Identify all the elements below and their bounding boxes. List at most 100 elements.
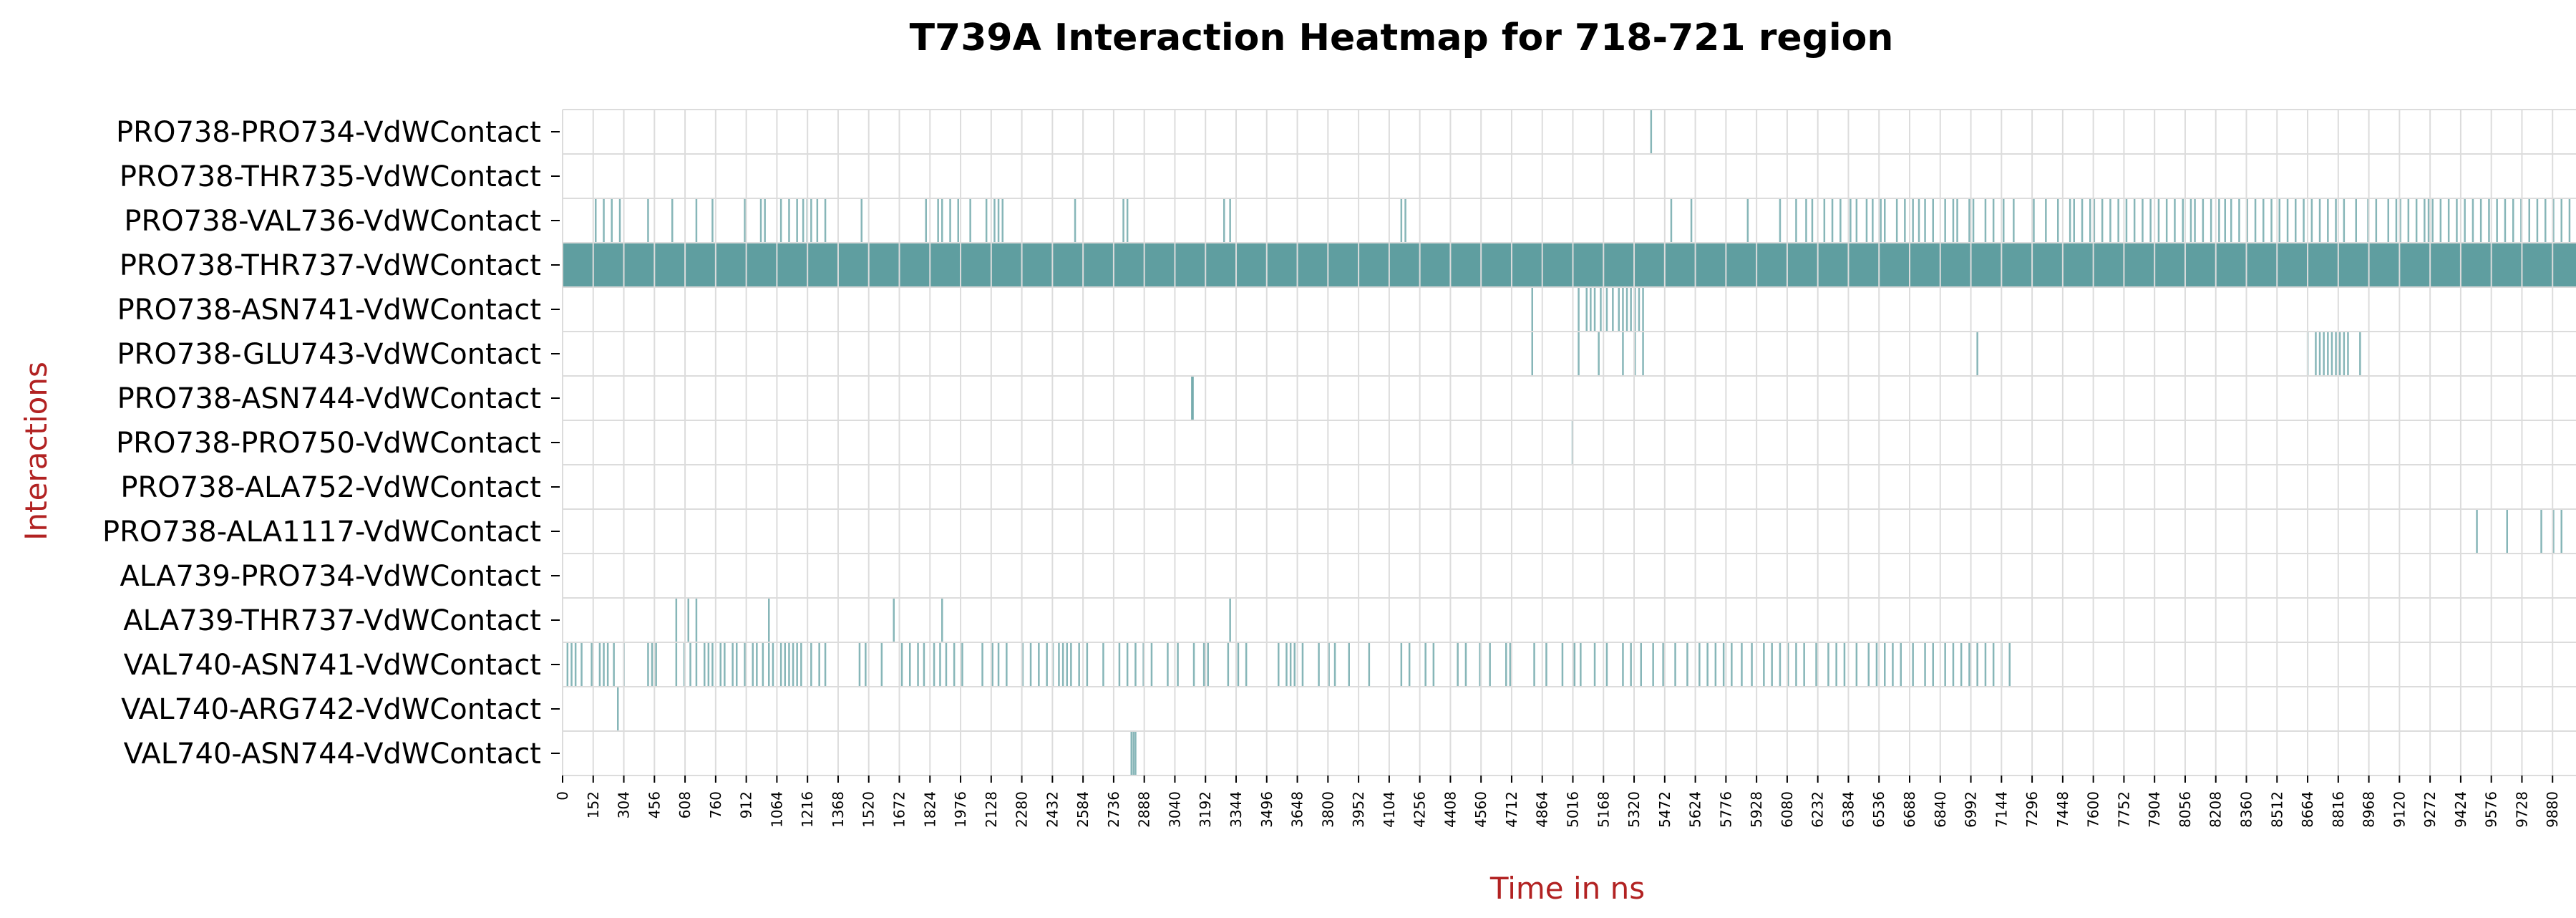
heatmap-cell	[2218, 199, 2220, 242]
heatmap-cell	[1918, 199, 1920, 242]
heatmap-cell	[961, 643, 963, 686]
heatmap-cell	[1029, 643, 1032, 686]
heatmap-cell	[2165, 199, 2168, 242]
heatmap-cell	[1328, 643, 1330, 686]
heatmap-cell	[2496, 199, 2498, 242]
heatmap-cell	[2399, 199, 2401, 242]
heatmap-cell	[1944, 199, 1946, 242]
x-tick-label: 4104	[1381, 791, 1398, 828]
x-tick-label: 912	[738, 791, 755, 818]
heatmap-cell	[2355, 199, 2357, 242]
heatmap-cell	[2424, 199, 2426, 242]
heatmap-cell	[1924, 199, 1926, 242]
heatmap-cell	[1593, 288, 1596, 331]
heatmap-cell	[1904, 199, 1906, 242]
heatmap-cell	[2347, 332, 2349, 375]
heatmap-cell	[2552, 199, 2555, 242]
heatmap-cell	[2073, 199, 2075, 242]
heatmap-cell	[1642, 288, 1644, 331]
heatmap-cell	[606, 643, 609, 686]
heatmap-cell	[1976, 643, 1978, 686]
heatmap-cell	[2270, 199, 2273, 242]
heatmap-cell	[759, 199, 762, 242]
heatmap-cell	[1839, 199, 1842, 242]
heatmap-cell	[595, 199, 597, 242]
x-tick-label: 7600	[2085, 791, 2102, 828]
heatmap-cell	[1058, 643, 1060, 686]
heatmap-cell	[2520, 199, 2522, 242]
heatmap-cell	[981, 643, 983, 686]
heatmap-cell	[1134, 643, 1137, 686]
heatmap-cell	[2262, 199, 2265, 242]
y-tick-label: PRO738-GLU743-VdWContact	[117, 338, 541, 371]
heatmap-cell	[2057, 199, 2059, 242]
heatmap-cell	[1102, 643, 1104, 686]
heatmap-cell	[1177, 643, 1179, 686]
heatmap-cell	[1432, 643, 1435, 686]
heatmap-cell	[1855, 199, 1858, 242]
heatmap-cell	[1368, 643, 1371, 686]
heatmap-cell	[1505, 643, 1507, 686]
heatmap-cell	[818, 643, 820, 686]
heatmap-cell	[570, 643, 573, 686]
heatmap-cell	[1531, 288, 1533, 331]
heatmap-cell	[779, 643, 782, 686]
heatmap-cell	[2464, 199, 2466, 242]
heatmap-cell	[1956, 199, 1958, 242]
x-tick-label: 4712	[1503, 791, 1520, 828]
heatmap-cell	[2089, 199, 2091, 242]
x-tick-label: 1216	[799, 791, 816, 828]
x-tick-label: 6384	[1840, 791, 1857, 828]
y-tick-label: PRO738-ALA752-VdWContact	[120, 471, 541, 504]
heatmap-cell	[617, 687, 619, 730]
heatmap-row-solid	[563, 243, 2576, 287]
heatmap-cell	[1972, 199, 1975, 242]
x-tick-label: 8816	[2330, 791, 2347, 828]
x-tick-label: 7144	[1993, 791, 2010, 828]
heatmap-cell	[1126, 643, 1129, 686]
heatmap-cell	[816, 199, 819, 242]
x-tick-label: 5320	[1625, 791, 1643, 828]
heatmap-cell	[985, 199, 988, 242]
heatmap-cell	[1634, 288, 1636, 331]
chart-title: T739A Interaction Heatmap for 718-721 re…	[910, 16, 1894, 59]
heatmap-cell	[2327, 332, 2329, 375]
heatmap-cell	[1600, 288, 1602, 331]
heatmap-cell	[957, 199, 959, 242]
heatmap-cell	[1795, 199, 1797, 242]
x-tick-label: 5776	[1717, 791, 1734, 828]
heatmap-cell	[1561, 643, 1564, 686]
x-tick-label: 1520	[860, 791, 878, 828]
heatmap-cell	[945, 643, 948, 686]
heatmap-cell	[2133, 199, 2136, 242]
heatmap-cell	[1132, 732, 1134, 775]
heatmap-cell	[2568, 199, 2571, 242]
heatmap-cell	[1932, 199, 1934, 242]
heatmap-cell	[1223, 199, 1225, 242]
heatmap-cell	[1746, 199, 1749, 242]
x-tick-label: 5624	[1687, 791, 1704, 828]
heatmap-cell	[1533, 643, 1535, 686]
y-tick-label: ALA739-PRO734-VdWContact	[120, 560, 541, 593]
heatmap-cell	[675, 599, 678, 642]
heatmap-cell	[1424, 643, 1426, 686]
x-tick-label: 9728	[2514, 791, 2531, 828]
y-tick-label: PRO738-PRO750-VdWContact	[116, 427, 541, 460]
heatmap-cell	[711, 199, 714, 242]
heatmap-cell	[1640, 643, 1642, 686]
x-tick-label: 4560	[1472, 791, 1489, 828]
x-tick-label: 9576	[2483, 791, 2500, 828]
x-tick-label: 7904	[2146, 791, 2163, 828]
heatmap-cell	[695, 199, 698, 242]
heatmap-cell	[603, 199, 605, 242]
heatmap-cell	[768, 599, 770, 642]
x-tick-label: 6840	[1932, 791, 1949, 828]
heatmap-cell	[574, 643, 577, 686]
heatmap-cell	[1670, 199, 1673, 242]
heatmap-cell	[779, 199, 782, 242]
heatmap-cell	[1992, 643, 1995, 686]
heatmap-cell	[1605, 288, 1608, 331]
heatmap-cell	[1130, 732, 1132, 775]
heatmap-cell	[1578, 332, 1580, 375]
heatmap-cell	[1293, 643, 1296, 686]
